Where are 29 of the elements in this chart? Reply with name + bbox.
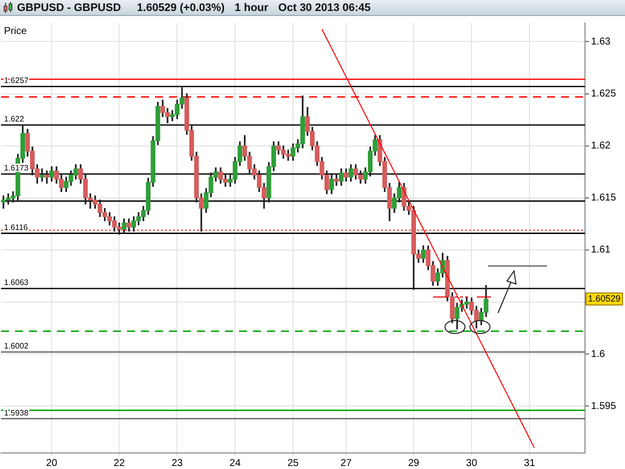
ref-line-label: 1.5938	[4, 408, 30, 418]
candlestick	[334, 174, 339, 186]
y-tick-label: 1.61	[591, 244, 611, 256]
x-tick-label: 20	[46, 458, 58, 469]
y-tick-label: 1.6	[591, 348, 606, 360]
text: Oct 30 2013 06:45	[278, 2, 371, 14]
y-tick-label: 1.615	[591, 192, 616, 204]
ref-line-label: 1.6063	[4, 278, 30, 288]
x-tick-label: 25	[287, 458, 299, 469]
x-tick-label: 31	[524, 458, 536, 469]
ref-line-label: 1.622	[4, 114, 25, 124]
chart-subtitle: 1.60529 (+0.03%)	[136, 2, 225, 14]
ref-line-label: 1.6002	[4, 342, 30, 351]
x-tick-label: 29	[408, 458, 420, 469]
ref-line-label: 1.6116	[4, 223, 28, 232]
chart-title: GBPUSD - GBPUSD	[17, 2, 121, 14]
text: 1 hour	[234, 2, 268, 14]
y-tick-label: 1.62	[591, 140, 611, 152]
y-axis-title: Price	[4, 26, 28, 37]
x-tick-label: 30	[466, 458, 478, 469]
y-tick-label: 1.625	[591, 88, 616, 100]
candlestick	[40, 168, 44, 182]
annotation: 1.60529	[588, 293, 621, 304]
y-tick-label: 1.595	[591, 400, 616, 412]
x-tick-label: 22	[114, 458, 126, 469]
x-tick-label: 23	[172, 458, 184, 469]
x-tick-label: 27	[340, 458, 352, 469]
y-tick-label: 1.63	[591, 36, 611, 48]
x-tick-label: 24	[230, 458, 242, 469]
